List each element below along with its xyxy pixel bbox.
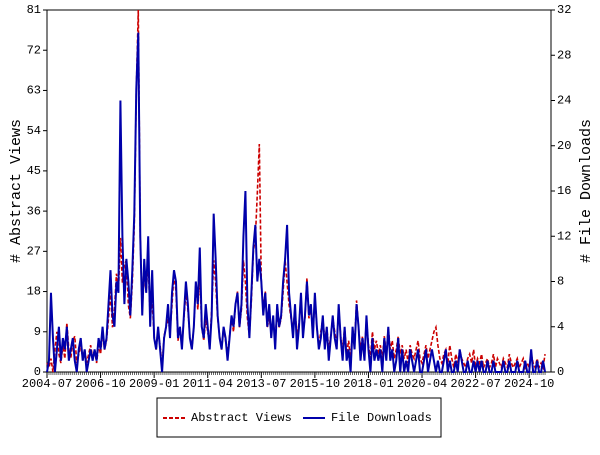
y-tick-label: 27 xyxy=(27,245,41,259)
y2-tick-label: 8 xyxy=(557,275,564,289)
legend-box xyxy=(156,397,442,438)
y-tick-label: 0 xyxy=(34,365,41,379)
y-tick-label: 63 xyxy=(27,84,41,98)
y2-tick-label: 28 xyxy=(557,48,571,62)
y2-tick-label: 12 xyxy=(557,229,571,243)
x-tick-label: 2004-07 xyxy=(22,377,72,391)
x-tick-label: 2018-01 xyxy=(343,377,393,391)
y2-tick-label: 20 xyxy=(557,139,571,153)
y2-axis-label: # File Downloads xyxy=(578,119,595,263)
x-tick-label: 2009-01 xyxy=(129,377,179,391)
y-tick-label: 36 xyxy=(27,204,41,218)
legend-label: File Downloads xyxy=(331,411,432,425)
y-tick-label: 54 xyxy=(27,124,41,138)
x-tick-label: 2006-10 xyxy=(75,377,125,391)
y-tick-label: 81 xyxy=(27,3,41,17)
y2-tick-label: 0 xyxy=(557,365,564,379)
x-tick-label: 2011-04 xyxy=(183,377,233,391)
x-tick-label: 2024-10 xyxy=(504,377,554,391)
x-tick-label: 2013-07 xyxy=(236,377,286,391)
y2-tick-label: 24 xyxy=(557,94,571,108)
x-tick-label: 2022-07 xyxy=(450,377,500,391)
legend-label: Abstract Views xyxy=(191,411,292,425)
y-tick-label: 9 xyxy=(34,325,41,339)
y-tick-label: 18 xyxy=(27,285,41,299)
y2-tick-label: 16 xyxy=(557,184,571,198)
y2-tick-label: 4 xyxy=(557,320,564,334)
y-tick-label: 72 xyxy=(27,43,41,57)
y2-tick-label: 32 xyxy=(557,3,571,17)
series-line xyxy=(46,32,547,373)
x-tick-label: 2015-10 xyxy=(290,377,340,391)
y-tick-label: 45 xyxy=(27,164,41,178)
x-tick-label: 2020-04 xyxy=(397,377,447,391)
y-axis-label: # Abstract Views xyxy=(8,119,25,263)
